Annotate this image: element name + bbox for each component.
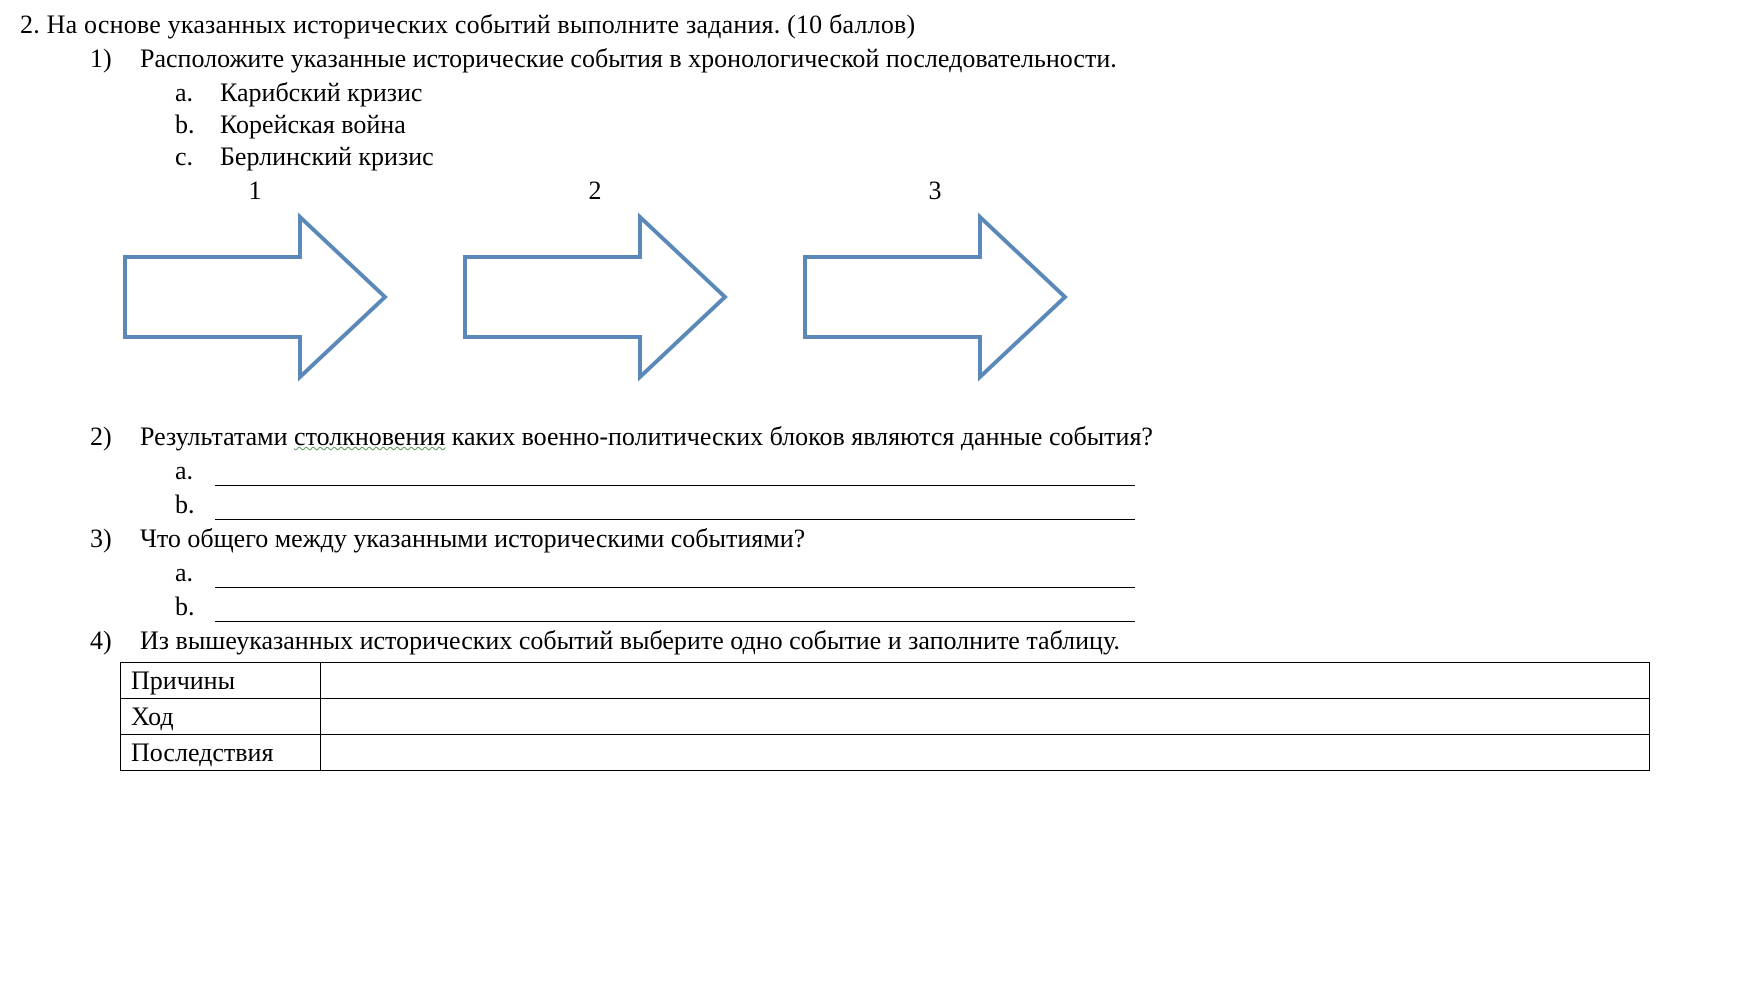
arrow-1-shape (120, 212, 390, 382)
table-row: Последствия (121, 735, 1650, 771)
q2-text-after: каких военно-политических блоков являютс… (445, 422, 1153, 451)
row-input-1[interactable] (321, 663, 1650, 699)
q3-blank-b: b. (175, 592, 1728, 622)
q1-b-text: Корейская война (220, 110, 406, 139)
row-input-3[interactable] (321, 735, 1650, 771)
q2-blank-b: b. (175, 490, 1728, 520)
row-label-3: Последствия (121, 735, 321, 771)
arrow-1-label: 1 (249, 176, 262, 206)
q1-b-letter: b. (175, 110, 220, 140)
q3-b-letter: b. (175, 592, 205, 622)
q4-number: 4) (90, 626, 140, 656)
row-label-1: Причины (121, 663, 321, 699)
q3-a-line[interactable] (215, 587, 1135, 588)
task-title: 2. На основе указанных исторических собы… (20, 10, 1728, 40)
arrow-3: 3 (800, 212, 1070, 382)
q3-b-line[interactable] (215, 621, 1135, 622)
q2-b-letter: b. (175, 490, 205, 520)
q1-c-text: Берлинский кризис (220, 142, 434, 171)
q4-text: Из вышеуказанных исторических событий вы… (140, 626, 1120, 655)
q2-a-line[interactable] (215, 485, 1135, 486)
q1-a-text: Карибский кризис (220, 78, 422, 107)
q2-blank-a: a. (175, 456, 1728, 486)
q1-item-b: b.Корейская война (175, 110, 1728, 140)
q2-a-letter: a. (175, 456, 205, 486)
q1-a-letter: a. (175, 78, 220, 108)
q1-item-a: a.Карибский кризис (175, 78, 1728, 108)
arrows-diagram: 1 2 3 (120, 212, 1728, 382)
q1-c-letter: c. (175, 142, 220, 172)
q2-text-before: Результатами (140, 422, 294, 451)
q2-b-line[interactable] (215, 519, 1135, 520)
q2-number: 2) (90, 422, 140, 452)
q3-text: Что общего между указанными историческим… (140, 524, 805, 553)
q1-text: Расположите указанные исторические событ… (140, 44, 1117, 73)
row-label-2: Ход (121, 699, 321, 735)
question-4: 4)Из вышеуказанных исторических событий … (90, 626, 1728, 656)
q1-number: 1) (90, 44, 140, 74)
question-3: 3)Что общего между указанными историческ… (90, 524, 1728, 554)
q3-blank-a: a. (175, 558, 1728, 588)
table-row: Ход (121, 699, 1650, 735)
arrow-1: 1 (120, 212, 390, 382)
arrow-2: 2 (460, 212, 730, 382)
q2-wavy-word: столкновения (294, 422, 445, 451)
arrow-2-shape (460, 212, 730, 382)
arrow-3-shape (800, 212, 1070, 382)
arrow-3-label: 3 (929, 176, 942, 206)
q3-number: 3) (90, 524, 140, 554)
q1-item-c: c.Берлинский кризис (175, 142, 1728, 172)
q4-table: Причины Ход Последствия (120, 662, 1650, 771)
row-input-2[interactable] (321, 699, 1650, 735)
question-1: 1)Расположите указанные исторические соб… (90, 44, 1728, 74)
table-row: Причины (121, 663, 1650, 699)
question-2: 2)Результатами столкновения каких военно… (90, 422, 1728, 452)
q3-a-letter: a. (175, 558, 205, 588)
arrow-2-label: 2 (589, 176, 602, 206)
